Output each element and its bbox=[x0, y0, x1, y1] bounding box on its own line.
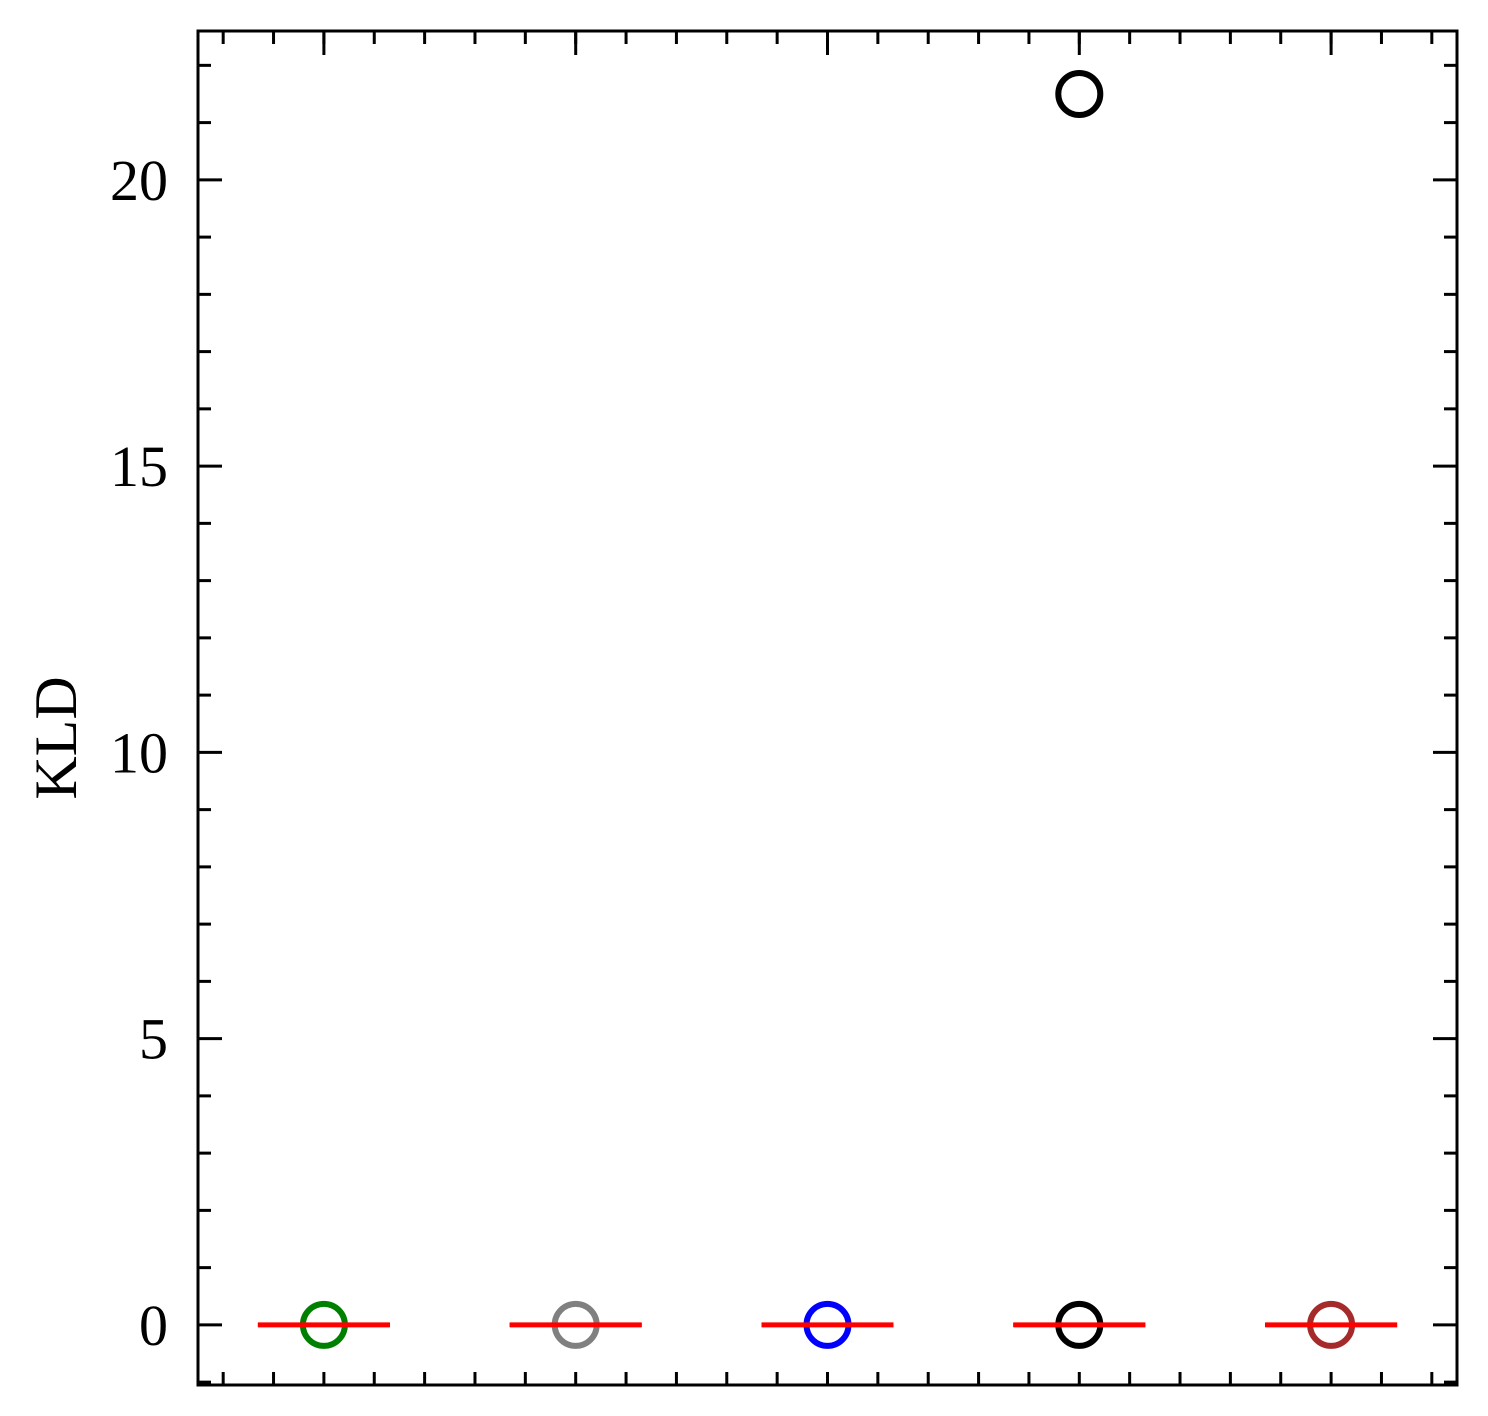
box-group bbox=[509, 1300, 642, 1349]
minor-ticks bbox=[198, 31, 1457, 1385]
box-marks bbox=[257, 69, 1398, 1349]
y-tick-label: 10 bbox=[110, 720, 168, 785]
plot-frame bbox=[196, 29, 1459, 1387]
y-tick-label: 5 bbox=[139, 1007, 168, 1072]
y-tick-label: 20 bbox=[110, 148, 168, 213]
outlier-marker bbox=[1055, 69, 1104, 118]
y-tick-label: 15 bbox=[110, 434, 168, 499]
y-tick-labels: 0 5 10 15 20 bbox=[110, 148, 168, 1358]
y-tick-label: 0 bbox=[139, 1293, 168, 1358]
box-group bbox=[1265, 1300, 1398, 1349]
box-group bbox=[1013, 69, 1146, 1349]
box-group bbox=[761, 1300, 894, 1349]
box-group bbox=[257, 1300, 390, 1349]
y-axis-label: KLD bbox=[23, 676, 89, 799]
major-ticks bbox=[198, 31, 1457, 1327]
